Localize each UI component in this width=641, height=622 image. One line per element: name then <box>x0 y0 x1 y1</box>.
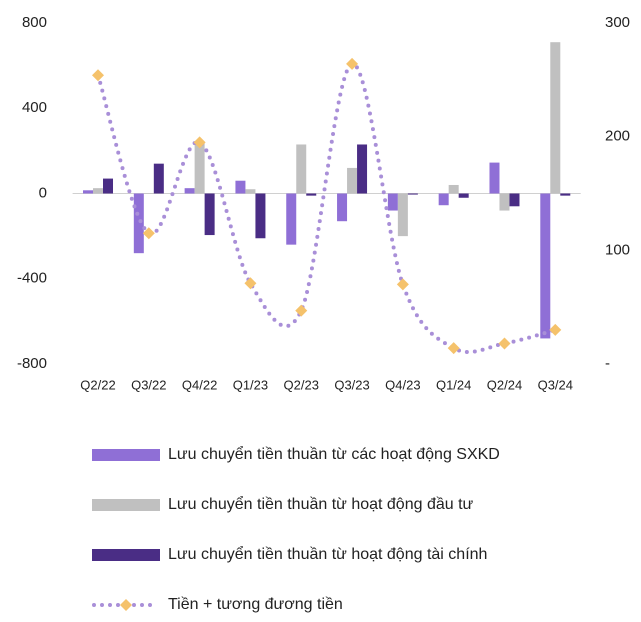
marker <box>346 57 359 70</box>
legend-swatch <box>92 549 160 561</box>
bar <box>194 142 205 194</box>
marker <box>498 337 511 350</box>
marker <box>396 278 409 291</box>
legend-label: Lưu chuyển tiền thuần từ hoạt động đầu t… <box>168 495 474 513</box>
y2-tick-label: 200 <box>605 128 630 145</box>
bar <box>560 193 571 196</box>
x-tick-label: Q4/22 <box>182 377 217 392</box>
bar <box>153 163 164 194</box>
y2-tick-label: 100 <box>605 241 630 258</box>
x-tick-label: Q1/23 <box>233 377 268 392</box>
bar <box>347 167 358 194</box>
marker <box>142 227 155 240</box>
y2-tick-label: 300 <box>605 14 630 31</box>
legend-label: Lưu chuyển tiền thuần từ hoạt động tài c… <box>168 545 487 563</box>
x-tick-label: Q1/24 <box>436 377 471 392</box>
marker <box>295 304 308 317</box>
bar <box>103 178 114 194</box>
legend-marker <box>120 599 132 611</box>
x-tick-label: Q2/22 <box>80 377 115 392</box>
x-tick-label: Q3/23 <box>334 377 369 392</box>
bar <box>296 144 307 194</box>
x-tick-label: Q3/24 <box>538 377 573 392</box>
bar <box>255 193 266 239</box>
bar <box>397 193 408 237</box>
bar <box>235 180 246 194</box>
x-tick-label: Q2/24 <box>487 377 522 392</box>
y-tick-label: 0 <box>39 184 47 201</box>
bar <box>550 42 561 194</box>
bar <box>448 184 459 194</box>
bar <box>133 193 144 254</box>
y-tick-label: -400 <box>17 270 47 287</box>
bar <box>245 189 256 194</box>
bar <box>489 162 500 194</box>
bar <box>387 193 398 211</box>
y-tick-label: -800 <box>17 355 47 372</box>
bar <box>286 193 297 245</box>
bar <box>540 193 551 339</box>
legend-label: Lưu chuyển tiền thuần từ các hoạt động S… <box>168 445 500 463</box>
bar <box>93 188 104 194</box>
x-tick-label: Q4/23 <box>385 377 420 392</box>
marker <box>92 69 105 82</box>
bar <box>204 193 215 236</box>
bar <box>499 193 510 211</box>
bar <box>458 193 469 198</box>
bar <box>143 193 154 194</box>
y2-tick-label: - <box>605 355 610 372</box>
marker <box>549 323 562 336</box>
line <box>96 61 558 354</box>
marker <box>244 277 257 290</box>
x-tick-label: Q3/22 <box>131 377 166 392</box>
bar <box>83 190 94 194</box>
bar <box>184 188 195 194</box>
y-tick-label: 800 <box>22 14 47 31</box>
legend-swatch <box>92 449 160 461</box>
y-tick-label: 400 <box>22 99 47 116</box>
bar <box>306 193 317 196</box>
bar <box>407 193 418 195</box>
marker <box>193 136 206 149</box>
bar <box>509 193 520 207</box>
x-tick-label: Q2/23 <box>284 377 319 392</box>
bar <box>357 144 368 194</box>
legend-swatch <box>92 499 160 511</box>
legend-label: Tiền + tương đương tiền <box>168 596 343 613</box>
marker <box>447 342 460 355</box>
bar <box>337 193 348 222</box>
bar <box>438 193 449 206</box>
